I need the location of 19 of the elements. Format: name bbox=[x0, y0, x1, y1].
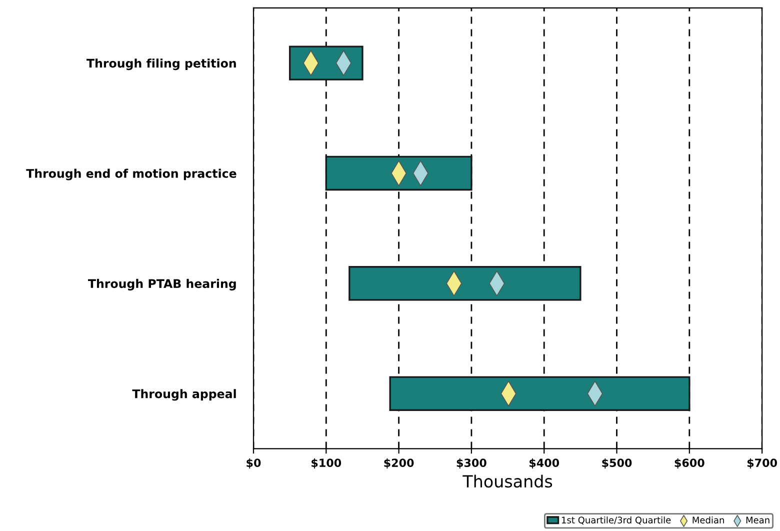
y-tick-label: Through end of motion practice bbox=[26, 168, 236, 180]
bar bbox=[389, 376, 690, 411]
legend-label: Median bbox=[692, 516, 724, 524]
y-tick-label: Through PTAB hearing bbox=[88, 278, 236, 290]
bar bbox=[348, 266, 582, 301]
y-tick-label: Through filing petition bbox=[86, 58, 236, 70]
x-tick-label: $600 bbox=[674, 458, 704, 468]
x-tick-label: $700 bbox=[747, 458, 777, 468]
x-tick-label: $200 bbox=[384, 458, 414, 468]
legend-label: Mean bbox=[746, 516, 770, 524]
y-tick-label: Through appeal bbox=[132, 389, 236, 401]
x-tick-label: $100 bbox=[312, 458, 342, 468]
x-tick-label: $500 bbox=[602, 458, 632, 468]
x-axis-title: Thousands bbox=[462, 474, 552, 488]
x-tick-label: $400 bbox=[530, 458, 560, 468]
x-tick-label: $0 bbox=[246, 458, 261, 468]
x-tick-label: $300 bbox=[456, 458, 486, 468]
bar bbox=[325, 156, 472, 191]
legend-label: 1st Quartile/3rd Quartile bbox=[562, 516, 671, 524]
